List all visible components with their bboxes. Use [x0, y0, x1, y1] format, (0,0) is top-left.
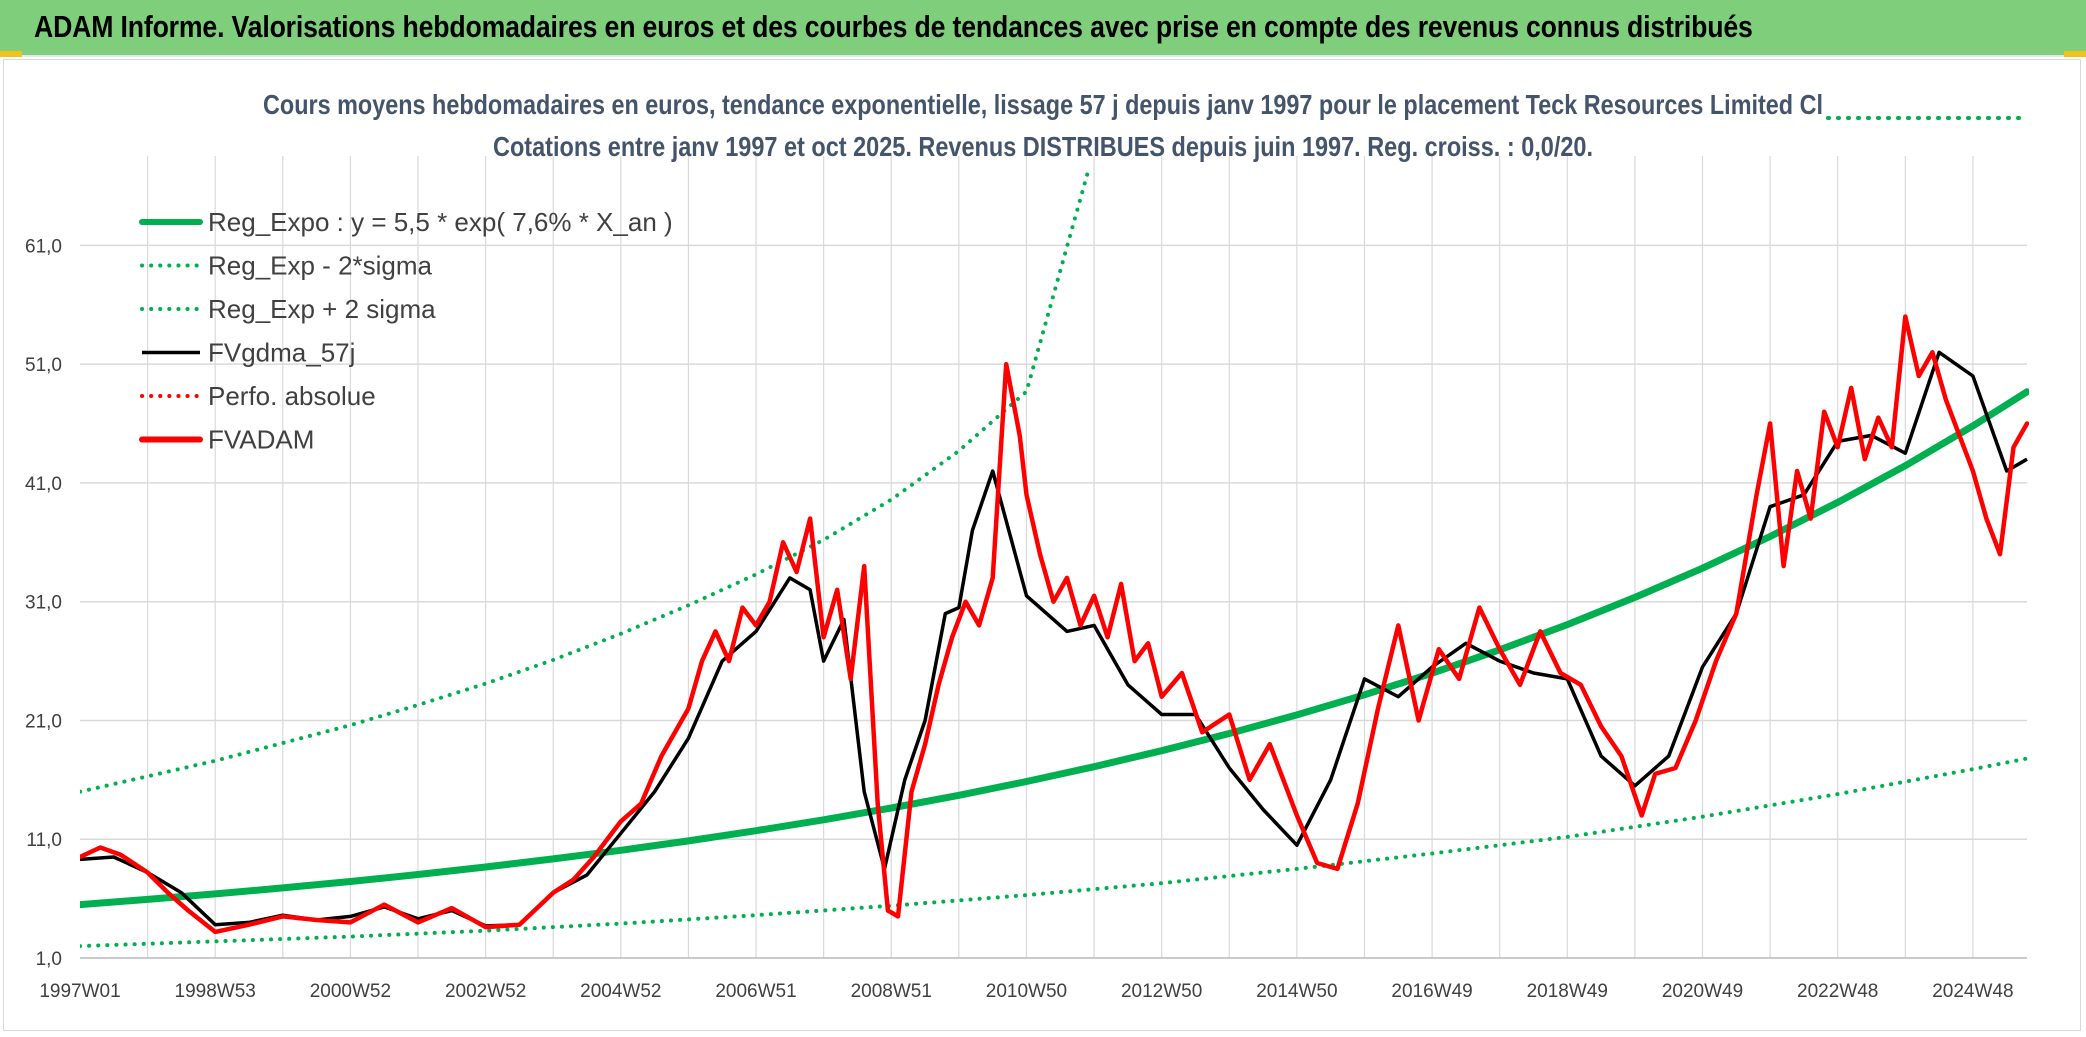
x-tick-label: 2006W51	[715, 981, 796, 1002]
x-tick-label: 2010W50	[986, 981, 1067, 1002]
page-title: ADAM Informe. Valorisations hebdomadaire…	[34, 9, 1753, 44]
chart-subtitle: Cotations entre janv 1997 et oct 2025. R…	[493, 131, 1593, 162]
series-line-2	[80, 172, 1090, 794]
y-tick-label: 11,0	[26, 830, 62, 851]
y-tick-label: 31,0	[25, 593, 62, 614]
series-line-1	[80, 756, 2029, 949]
x-tick-label: 2000W52	[310, 981, 391, 1002]
page-banner: ADAM Informe. Valorisations hebdomadaire…	[0, 0, 2086, 57]
grid-layer	[80, 156, 2027, 959]
x-tick-label: 2018W49	[1527, 981, 1608, 1002]
axis-layer: 1,0 11,0 21,0 31,0 41,0 51,0 61,0 1997W01 1998W5…	[25, 236, 2027, 1002]
x-tick-label: 2020W49	[1662, 981, 1743, 1002]
series-line-5	[80, 314, 2029, 935]
legend-label: FVADAM	[208, 425, 314, 455]
banner-corner-left	[0, 51, 22, 57]
x-tick-label: 2012W50	[1121, 981, 1202, 1002]
series-layer	[80, 172, 2029, 949]
chart-legend: Reg_Expo : y = 5,5 * exp( 7,6% * X_an ) R…	[139, 207, 673, 455]
x-tick-label: 1997W01	[39, 981, 120, 1002]
legend-label: Reg_Exp + 2 sigma	[208, 294, 436, 324]
x-tick-label: 2008W51	[851, 981, 932, 1002]
y-tick-label: 61,0	[25, 236, 62, 257]
x-tick-label: 2002W52	[445, 981, 526, 1002]
legend-label: Perfo. absolue	[208, 381, 376, 411]
y-tick-label: 21,0	[25, 711, 62, 732]
chart-frame	[3, 59, 2081, 1031]
legend-label: Reg_Exp - 2*sigma	[208, 251, 433, 281]
chart-title: Cours moyens hebdomadaires en euros, ten…	[263, 89, 1823, 120]
y-tick-label: 51,0	[25, 355, 62, 376]
x-tick-label: 2014W50	[1256, 981, 1337, 1002]
banner-corner-right	[2064, 51, 2086, 57]
x-tick-label: 1998W53	[175, 981, 256, 1002]
x-tick-label: 2016W49	[1391, 981, 1472, 1002]
y-tick-label: 41,0	[25, 474, 62, 495]
x-tick-label: 2004W52	[580, 981, 661, 1002]
legend-label: FVgdma_57j	[208, 338, 355, 368]
x-tick-label: 2024W48	[1932, 981, 2013, 1002]
series-line-0	[80, 388, 2029, 909]
x-tick-label: 2022W48	[1797, 981, 1878, 1002]
legend-label: Reg_Expo : y = 5,5 * exp( 7,6% * X_an )	[208, 207, 673, 237]
y-tick-label: 1,0	[36, 949, 62, 970]
